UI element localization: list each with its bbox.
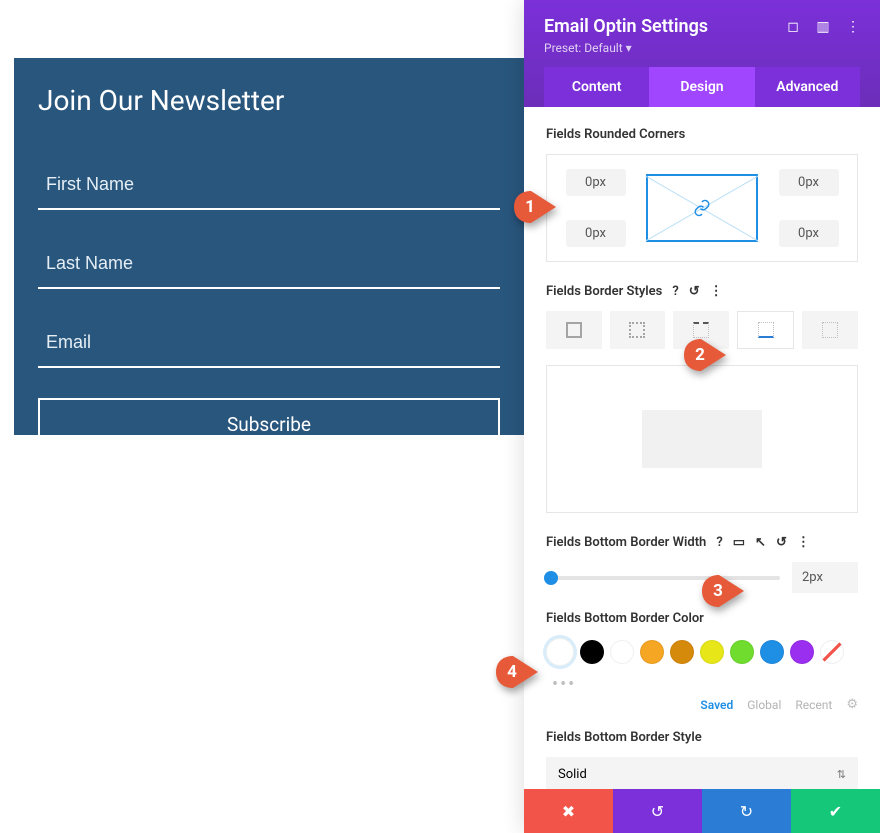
subscribe-button[interactable]: Subscribe (38, 398, 500, 451)
footer-actions: ✖ ↺ ↻ ✔ (524, 789, 880, 833)
border-preview (546, 365, 858, 513)
bottom-width-label: Fields Bottom Border Width ? ▭ ↖ ↺ ⋮ (546, 535, 858, 550)
corners-link-box[interactable] (646, 174, 758, 242)
bottom-style-select[interactable]: Solid ⇅ (546, 757, 858, 789)
last-name-input[interactable] (38, 240, 500, 289)
panel-body: Fields Rounded Corners 0px 0px 0px 0px F… (524, 107, 880, 789)
swatch-purple[interactable] (790, 640, 814, 664)
palette-meta: Saved Global Recent ⚙ (546, 697, 858, 712)
chevron-icon: ⇅ (837, 768, 846, 781)
callout-3: 3 (700, 574, 744, 608)
border-style-top[interactable] (610, 311, 666, 349)
tabs: Content Design Advanced (544, 67, 860, 107)
tab-design[interactable]: Design (649, 67, 754, 107)
bottom-width-slider[interactable] (546, 576, 780, 580)
border-style-all[interactable] (546, 311, 602, 349)
bottom-color-label: Fields Bottom Border Color (546, 611, 858, 626)
columns-icon[interactable]: ▥ (816, 20, 830, 34)
swatch-blue[interactable] (760, 640, 784, 664)
swatch-yellow[interactable] (700, 640, 724, 664)
palette-saved[interactable]: Saved (700, 698, 733, 712)
more2-icon[interactable]: ⋮ (797, 535, 810, 550)
callout-2: 2 (682, 338, 726, 372)
reset-icon[interactable]: ↺ (689, 284, 700, 299)
redo-button[interactable]: ↻ (702, 789, 791, 833)
settings-panel: Email Optin Settings ◻ ▥ ⋮ Preset: Defau… (524, 0, 880, 833)
swatch-green[interactable] (730, 640, 754, 664)
swatch-more[interactable]: ••• (546, 672, 858, 697)
bottom-style-value: Solid (558, 767, 587, 782)
swatch-orange[interactable] (640, 640, 664, 664)
bottom-width-text: Fields Bottom Border Width (546, 535, 706, 550)
border-styles-text: Fields Border Styles (546, 284, 662, 299)
border-styles-label: Fields Border Styles ? ↺ ⋮ (546, 284, 858, 299)
email-input[interactable] (38, 319, 500, 368)
callout-1: 1 (512, 190, 556, 224)
swatch-white[interactable] (610, 640, 634, 664)
slider-thumb[interactable] (544, 571, 558, 585)
newsletter-preview: Join Our Newsletter Subscribe (14, 58, 524, 435)
palette-gear-icon[interactable]: ⚙ (846, 697, 858, 712)
more-icon[interactable]: ⋮ (846, 20, 860, 34)
palette-recent[interactable]: Recent (795, 698, 832, 712)
swatch-white-selected[interactable] (546, 638, 574, 666)
tab-advanced[interactable]: Advanced (755, 67, 860, 107)
border-style-left[interactable] (802, 311, 858, 349)
undo-button[interactable]: ↺ (613, 789, 702, 833)
palette-global[interactable]: Global (747, 698, 781, 712)
swatch-amber[interactable] (670, 640, 694, 664)
border-style-bottom[interactable] (737, 311, 795, 349)
focus-icon[interactable]: ◻ (786, 20, 800, 34)
confirm-button[interactable]: ✔ (791, 789, 880, 833)
device-icon[interactable]: ▭ (733, 535, 745, 550)
link-icon (693, 199, 711, 217)
corners-control: 0px 0px 0px 0px (546, 154, 858, 262)
help2-icon[interactable]: ? (716, 535, 722, 550)
tab-content[interactable]: Content (544, 67, 649, 107)
hover-icon[interactable]: ↖ (755, 535, 766, 550)
panel-header: Email Optin Settings ◻ ▥ ⋮ Preset: Defau… (524, 0, 880, 107)
panel-title: Email Optin Settings (544, 16, 708, 37)
border-preview-inner (642, 410, 762, 468)
more-options-icon[interactable]: ⋮ (710, 284, 723, 299)
help-icon[interactable]: ? (672, 284, 678, 299)
corner-br[interactable]: 0px (779, 220, 839, 247)
corners-label: Fields Rounded Corners (546, 127, 858, 142)
preset-selector[interactable]: Preset: Default ▾ (544, 41, 860, 67)
close-button[interactable]: ✖ (524, 789, 613, 833)
corner-bl[interactable]: 0px (566, 220, 626, 247)
callout-4: 4 (494, 655, 538, 689)
newsletter-title: Join Our Newsletter (38, 84, 500, 117)
first-name-input[interactable] (38, 161, 500, 210)
swatch-black[interactable] (580, 640, 604, 664)
corner-tr[interactable]: 0px (779, 169, 839, 196)
swatch-none[interactable] (820, 640, 844, 664)
corner-tl[interactable]: 0px (566, 169, 626, 196)
bottom-style-label: Fields Bottom Border Style (546, 730, 858, 745)
color-swatches (546, 638, 858, 666)
bottom-width-value[interactable]: 2px (792, 562, 858, 593)
reset2-icon[interactable]: ↺ (776, 535, 787, 550)
